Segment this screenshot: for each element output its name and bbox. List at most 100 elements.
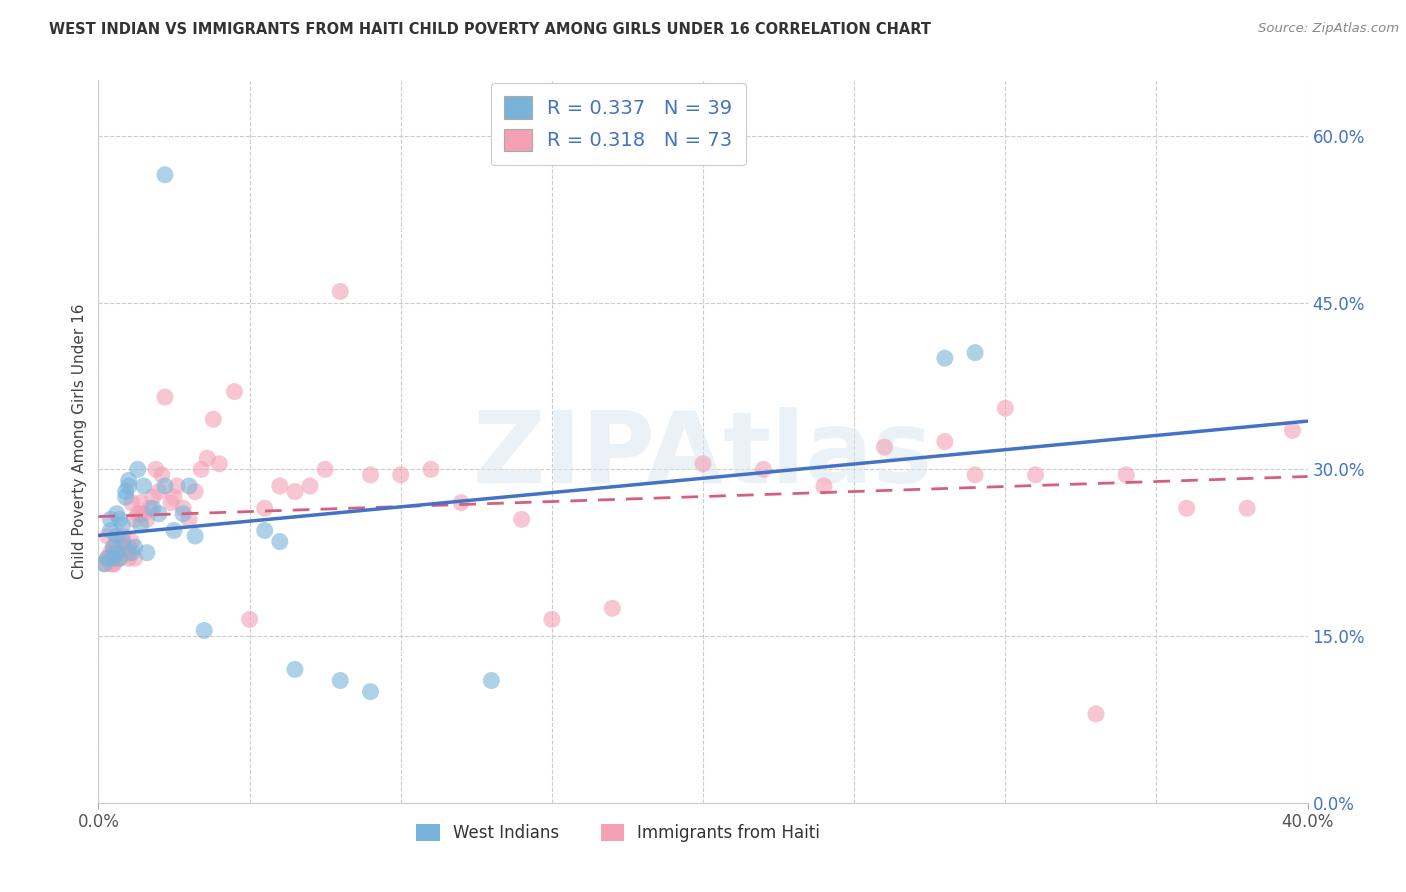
Point: [93, 557, 115, 571]
Point: [1236, 501, 1258, 516]
Point: [100, 524, 122, 538]
Point: [1115, 467, 1137, 482]
Point: [208, 457, 231, 471]
Point: [103, 557, 125, 571]
Point: [179, 479, 201, 493]
Y-axis label: Child Poverty Among Girls Under 16: Child Poverty Among Girls Under 16: [72, 304, 87, 579]
Point: [253, 524, 276, 538]
Point: [1281, 424, 1303, 438]
Point: [118, 479, 141, 493]
Point: [994, 401, 1017, 416]
Point: [145, 462, 167, 476]
Point: [96, 529, 118, 543]
Point: [224, 384, 246, 399]
Point: [118, 540, 141, 554]
Point: [111, 534, 134, 549]
Point: [148, 507, 170, 521]
Point: [121, 496, 143, 510]
Point: [1024, 467, 1046, 482]
Point: [100, 546, 122, 560]
Point: [184, 484, 207, 499]
Point: [118, 551, 141, 566]
Point: [239, 612, 262, 626]
Point: [163, 490, 186, 504]
Point: [184, 529, 207, 543]
Point: [360, 684, 382, 698]
Point: [153, 168, 176, 182]
Point: [142, 490, 165, 504]
Point: [813, 479, 835, 493]
Text: ZIPAtlas: ZIPAtlas: [472, 408, 934, 505]
Point: [153, 479, 176, 493]
Point: [284, 662, 307, 676]
Point: [329, 285, 352, 299]
Point: [114, 546, 136, 560]
Point: [108, 551, 131, 566]
Point: [96, 551, 118, 566]
Point: [172, 507, 194, 521]
Point: [965, 345, 987, 359]
Point: [314, 462, 336, 476]
Point: [103, 540, 125, 554]
Point: [105, 551, 128, 566]
Point: [114, 540, 136, 554]
Point: [100, 512, 122, 526]
Point: [105, 546, 128, 560]
Point: [540, 612, 562, 626]
Point: [153, 390, 176, 404]
Text: Source: ZipAtlas.com: Source: ZipAtlas.com: [1258, 22, 1399, 36]
Point: [284, 484, 307, 499]
Point: [129, 507, 152, 521]
Point: [450, 496, 472, 510]
Point: [132, 479, 155, 493]
Point: [193, 624, 215, 638]
Point: [114, 490, 136, 504]
Point: [142, 501, 165, 516]
Point: [108, 551, 131, 566]
Point: [132, 507, 155, 521]
Point: [692, 457, 714, 471]
Point: [135, 546, 157, 560]
Point: [96, 551, 118, 566]
Point: [934, 434, 956, 449]
Point: [190, 462, 212, 476]
Point: [148, 484, 170, 499]
Point: [103, 557, 125, 571]
Point: [1175, 501, 1198, 516]
Point: [253, 501, 276, 516]
Point: [299, 479, 322, 493]
Point: [129, 496, 152, 510]
Point: [329, 673, 352, 688]
Point: [108, 546, 131, 560]
Point: [179, 512, 201, 526]
Text: WEST INDIAN VS IMMIGRANTS FROM HAITI CHILD POVERTY AMONG GIRLS UNDER 16 CORRELAT: WEST INDIAN VS IMMIGRANTS FROM HAITI CHI…: [49, 22, 931, 37]
Point: [172, 501, 194, 516]
Point: [93, 557, 115, 571]
Point: [105, 507, 128, 521]
Point: [100, 557, 122, 571]
Point: [124, 551, 146, 566]
Point: [103, 546, 125, 560]
Point: [121, 534, 143, 549]
Point: [166, 479, 188, 493]
Point: [135, 512, 157, 526]
Point: [195, 451, 218, 466]
Point: [269, 534, 291, 549]
Point: [118, 546, 141, 560]
Point: [111, 517, 134, 532]
Point: [111, 540, 134, 554]
Point: [510, 512, 533, 526]
Point: [105, 540, 128, 554]
Point: [420, 462, 443, 476]
Point: [481, 673, 503, 688]
Point: [269, 479, 291, 493]
Point: [114, 484, 136, 499]
Point: [360, 467, 382, 482]
Point: [105, 529, 128, 543]
Point: [103, 540, 125, 554]
Point: [202, 412, 225, 426]
Point: [129, 517, 152, 532]
Point: [139, 501, 162, 516]
Point: [111, 529, 134, 543]
Point: [127, 507, 149, 521]
